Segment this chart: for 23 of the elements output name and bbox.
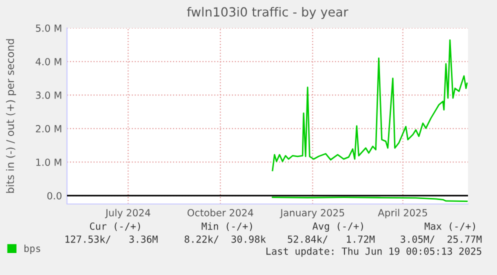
- x-tick-label: July 2024: [104, 208, 150, 218]
- y-tick-label: 3.0 M: [36, 92, 62, 99]
- text: Min (-/+): [202, 222, 252, 231]
- y-tick-label: 1.0 M: [36, 158, 62, 166]
- y-tick-label: 5.0 M: [36, 24, 62, 32]
- text: Last update: Thu Jun 19 00:05:13 2025: [266, 247, 482, 257]
- y-tick-label: 2.0 M: [36, 125, 62, 132]
- text: 127.53k/ 3.36M: [66, 235, 158, 244]
- chart-title: fwln103i0 traffic - by year: [187, 6, 348, 20]
- text: 8.22k/ 30.98k: [184, 235, 266, 244]
- text: Max (-/+): [424, 222, 475, 231]
- y-tick-label: 4.0 M: [36, 58, 62, 66]
- x-tick-label: October 2024: [188, 208, 254, 216]
- legend-label: bps: [24, 244, 40, 254]
- text: Cur (-/+): [90, 222, 140, 231]
- text: 52.84k/ 1.72M: [288, 235, 375, 244]
- text: Avg (-/+): [312, 222, 363, 232]
- x-tick-label: January 2025: [280, 209, 344, 218]
- text: 3.05M/ 25.77M: [400, 235, 482, 244]
- y-tick-label: 0.0: [47, 192, 62, 200]
- line-series: [272, 39, 468, 172]
- x-tick-label: April 2025: [378, 208, 428, 218]
- y-axis-title: bits in (-) / out (+) per second: [6, 39, 16, 193]
